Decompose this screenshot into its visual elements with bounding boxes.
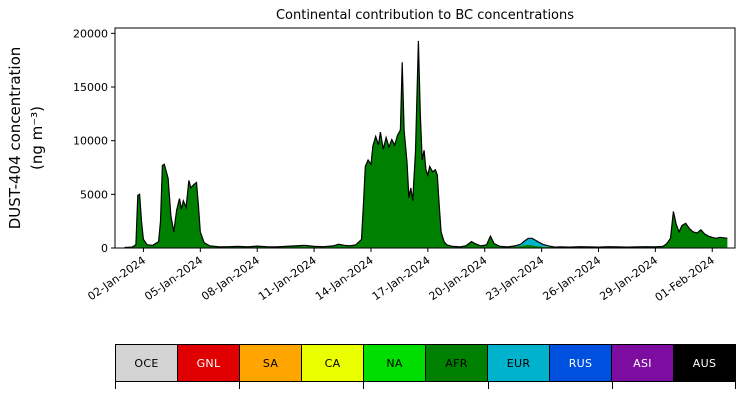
total-line (124, 40, 728, 249)
chart-title: Continental contribution to BC concentra… (276, 8, 574, 23)
legend-item-ASI: ASI (611, 344, 674, 382)
x-tick-label: 11-Jan-2024 (256, 254, 319, 303)
legend-axis-tick (115, 382, 116, 389)
legend-tick-row (115, 382, 736, 392)
x-tick-label: 17-Jan-2024 (370, 254, 433, 303)
x-tick-label: 02-Jan-2024 (85, 254, 148, 303)
legend-axis-tick (239, 382, 241, 389)
y-tick-label: 10000 (73, 135, 108, 148)
x-tick-label: 20-Jan-2024 (427, 254, 490, 303)
y-tick-label: 0 (101, 242, 108, 255)
legend-axis-tick (363, 382, 365, 389)
x-tick-label: 26-Jan-2024 (540, 254, 603, 303)
legend-axis-tick (611, 382, 613, 389)
x-axis: 02-Jan-202405-Jan-202408-Jan-202411-Jan-… (85, 248, 717, 304)
y-axis-label-line2: (ng m⁻³) (28, 106, 46, 170)
y-axis-label-line1: DUST-404 concentration (6, 47, 24, 230)
x-tick-label: 14-Jan-2024 (313, 254, 376, 303)
x-tick-label: 23-Jan-2024 (484, 254, 547, 303)
y-tick-label: 5000 (80, 188, 108, 201)
legend-item-CA: CA (301, 344, 364, 382)
legend-item-AUS: AUS (673, 344, 736, 382)
legend-item-NA: NA (363, 344, 426, 382)
area-series-AFR (124, 40, 728, 249)
continent-legend: OCE GNL SA CA NA AFR EUR RUS ASI AUS (115, 344, 736, 382)
legend-item-AFR: AFR (425, 344, 488, 382)
legend-item-GNL: GNL (177, 344, 240, 382)
legend-item-EUR: EUR (487, 344, 550, 382)
x-tick-label: 05-Jan-2024 (142, 254, 205, 303)
y-axis: 0 5000 10000 15000 20000 (73, 27, 115, 255)
y-tick-label: 15000 (73, 81, 108, 94)
legend-axis-tick (735, 382, 736, 389)
x-tick-label: 29-Jan-2024 (597, 254, 660, 303)
y-tick-label: 20000 (73, 27, 108, 40)
legend-axis-tick (487, 382, 489, 389)
x-tick-label: 08-Jan-2024 (199, 254, 262, 303)
plot-area: 0 5000 10000 15000 20000 02-Jan-202405-Jan-20… (73, 27, 736, 304)
legend-item-RUS: RUS (549, 344, 612, 382)
legend-item-SA: SA (239, 344, 302, 382)
plot-border (114, 27, 736, 249)
legend-item-OCE: OCE (115, 344, 178, 382)
x-tick-label: 01-Feb-2024 (653, 254, 717, 304)
